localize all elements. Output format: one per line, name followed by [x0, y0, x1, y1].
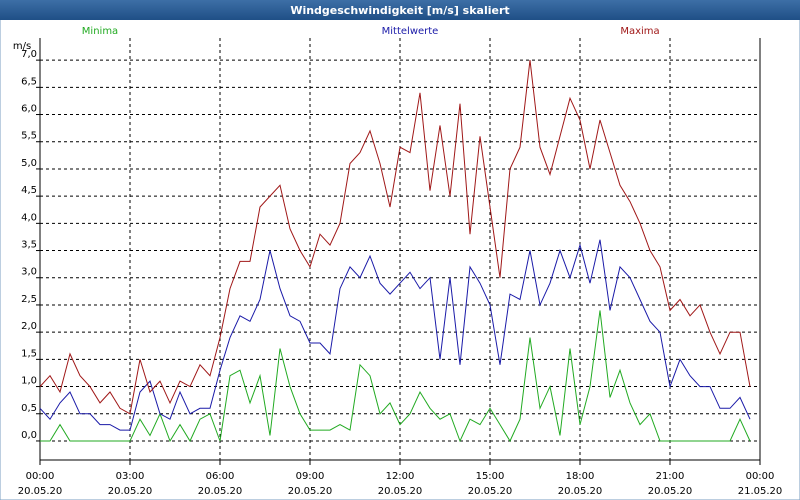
- y-tick-label: 3,5: [21, 240, 37, 251]
- x-tick-date: 21.05.20: [738, 486, 783, 497]
- series-line: [40, 310, 751, 443]
- y-tick-label: 4,5: [21, 185, 37, 196]
- y-axis-label: m/s: [13, 41, 31, 52]
- y-tick-label: 0,5: [21, 403, 37, 414]
- y-tick-label: 1,5: [21, 348, 37, 359]
- x-tick-label: 12:00: [386, 471, 415, 482]
- legend-label: Minima: [82, 26, 118, 37]
- x-tick-label: 00:00: [26, 471, 55, 482]
- x-tick-date: 20.05.20: [288, 486, 333, 497]
- x-tick-label: 15:00: [476, 471, 505, 482]
- x-tick-date: 20.05.20: [108, 486, 153, 497]
- x-tick-date: 20.05.20: [18, 486, 63, 497]
- x-tick-date: 20.05.20: [468, 486, 513, 497]
- y-tick-label: 6,5: [21, 76, 37, 87]
- series-line: [39, 60, 751, 415]
- x-tick-label: 18:00: [566, 471, 595, 482]
- legend-label: Mittelwerte: [382, 26, 439, 37]
- y-tick-label: 7,0: [21, 49, 37, 60]
- y-tick-label: 1,0: [21, 376, 37, 387]
- legend-label: Maxima: [620, 26, 659, 37]
- title-bar: [0, 0, 800, 20]
- series-line: [39, 239, 751, 431]
- x-tick-date: 20.05.20: [648, 486, 693, 497]
- x-tick-date: 20.05.20: [198, 486, 243, 497]
- x-tick-label: 00:00: [746, 471, 775, 482]
- y-tick-label: 4,0: [21, 212, 37, 223]
- chart-title: Windgeschwindigkeit [m/s] skaliert: [290, 4, 509, 17]
- x-tick-date: 20.05.20: [558, 486, 603, 497]
- y-tick-label: 5,0: [21, 158, 37, 169]
- x-tick-label: 09:00: [296, 471, 325, 482]
- y-tick-label: 6,0: [21, 104, 37, 115]
- y-tick-label: 2,0: [21, 321, 37, 332]
- x-tick-label: 06:00: [206, 471, 235, 482]
- x-tick-date: 20.05.20: [378, 486, 423, 497]
- y-tick-label: 3,0: [21, 267, 37, 278]
- x-tick-label: 03:00: [116, 471, 145, 482]
- y-tick-label: 2,5: [21, 294, 37, 305]
- y-tick-label: 5,5: [21, 131, 37, 142]
- x-tick-label: 21:00: [656, 471, 685, 482]
- y-tick-label: 0,0: [21, 430, 37, 441]
